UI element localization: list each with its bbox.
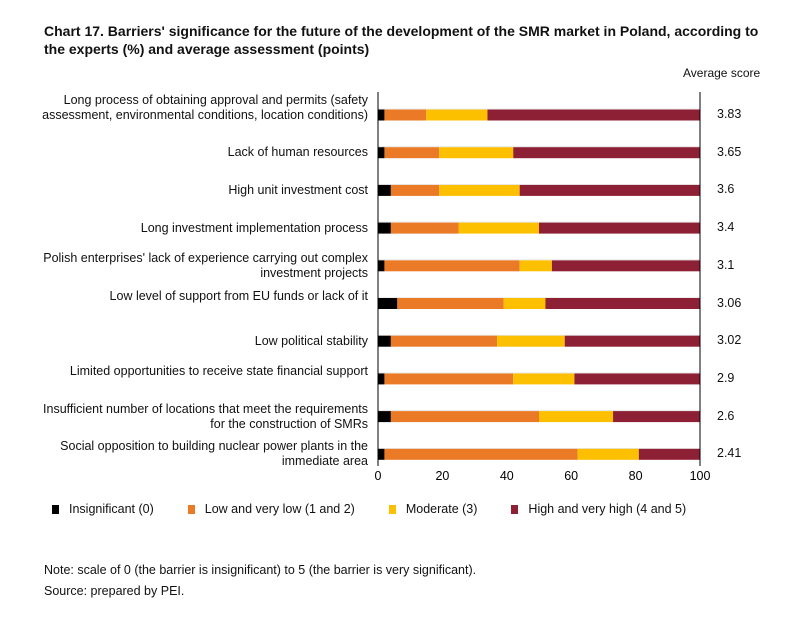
- legend-label: Insignificant (0): [69, 502, 154, 516]
- average-score: 3.65: [717, 144, 742, 159]
- bar-segment: [390, 411, 539, 423]
- x-tick-label: 80: [629, 469, 643, 483]
- category-label: Low political stability: [254, 333, 368, 348]
- x-tick-label: 40: [500, 469, 514, 483]
- average-score-header: Average score: [683, 66, 761, 80]
- average-score: 2.9: [717, 370, 735, 385]
- bar-segment: [378, 448, 385, 460]
- bar-segment: [638, 448, 700, 460]
- bar-segment: [613, 411, 700, 423]
- legend-swatch: [388, 504, 396, 514]
- category-label: Long investment implementation process: [140, 220, 368, 235]
- average-score: 3.83: [717, 107, 742, 121]
- bar-segment: [378, 335, 391, 347]
- average-score: 3.1: [717, 257, 735, 272]
- average-score: 2.6: [717, 408, 735, 423]
- category-label: Limited opportunities to receive state f…: [69, 363, 368, 378]
- category-label: Low level of support from EU funds or la…: [109, 288, 368, 303]
- bar-segment: [519, 184, 700, 196]
- bar-segment: [551, 260, 700, 272]
- legend-label: High and very high (4 and 5): [528, 502, 687, 516]
- bar-segment: [378, 260, 385, 272]
- bar-segment: [539, 222, 700, 234]
- bar-segment: [384, 260, 520, 272]
- legend-swatch: [52, 504, 59, 514]
- category-label: Polish enterprises' lack of experience c…: [43, 250, 368, 280]
- x-tick-label: 60: [564, 469, 578, 483]
- legend: Insignificant (0) Low and very low (1 and…: [52, 502, 720, 516]
- category-label: High unit investment cost: [228, 182, 368, 197]
- legend-item: Low and very low (1 and 2): [187, 502, 355, 516]
- bar-segment: [564, 335, 700, 347]
- bar-segment: [384, 147, 440, 159]
- bar-segment: [384, 448, 578, 460]
- bar-segment: [384, 109, 427, 121]
- legend-label: Low and very low (1 and 2): [204, 502, 355, 516]
- bar-segment: [378, 147, 385, 159]
- category-label: Social opposition to building nuclear po…: [60, 439, 368, 469]
- x-tick-label: 0: [375, 469, 382, 483]
- bar-segment: [378, 109, 385, 121]
- average-score: 2.41: [717, 446, 742, 461]
- bar-segment: [503, 298, 546, 309]
- category-label: Long process of obtaining approval and p…: [42, 92, 368, 122]
- chart-title: Chart 17. Barriers' significance for the…: [44, 23, 759, 57]
- legend-item: Moderate (3): [388, 502, 478, 516]
- bar-segment: [439, 147, 514, 159]
- bar-segment: [458, 222, 539, 234]
- average-score: 3.02: [717, 333, 742, 348]
- bar-segment: [513, 373, 575, 385]
- source: Source: prepared by PEI.: [44, 584, 185, 598]
- bar-segment: [390, 184, 440, 196]
- bar-segment: [378, 184, 391, 196]
- average-score: 3.6: [717, 182, 735, 197]
- bar-segment: [545, 298, 700, 309]
- legend-label: Moderate (3): [405, 502, 478, 516]
- bar-segment: [539, 411, 614, 423]
- bar-segment: [426, 109, 488, 121]
- bar-segment: [378, 411, 391, 423]
- bar-segment: [513, 147, 700, 159]
- legend-item: Insignificant (0): [52, 502, 154, 516]
- bar-segment: [378, 298, 398, 309]
- bar-segment: [390, 222, 459, 234]
- note: Note: scale of 0 (the barrier is insigni…: [44, 563, 477, 577]
- legend-item: High and very high (4 and 5): [511, 502, 686, 516]
- bar-segment: [384, 373, 514, 385]
- bar-segment: [390, 335, 498, 347]
- bar-segment: [577, 448, 639, 460]
- bar-segment: [397, 298, 504, 309]
- bar-segment: [439, 184, 520, 196]
- x-tick-label: 100: [690, 469, 711, 483]
- bar-segment: [497, 335, 565, 347]
- bar-segment: [574, 373, 700, 385]
- category-label: Insufficient number of locations that me…: [43, 401, 368, 431]
- bar-segment: [487, 109, 700, 121]
- average-score: 3.4: [717, 220, 735, 235]
- bar-segment: [378, 373, 385, 385]
- category-label: Lack of human resources: [227, 145, 368, 160]
- bar-segment: [378, 222, 391, 234]
- legend-swatch: [187, 504, 195, 514]
- legend-swatch: [511, 504, 519, 514]
- x-tick-label: 20: [435, 469, 449, 483]
- bar-segment: [519, 260, 552, 272]
- average-score: 3.06: [717, 295, 742, 310]
